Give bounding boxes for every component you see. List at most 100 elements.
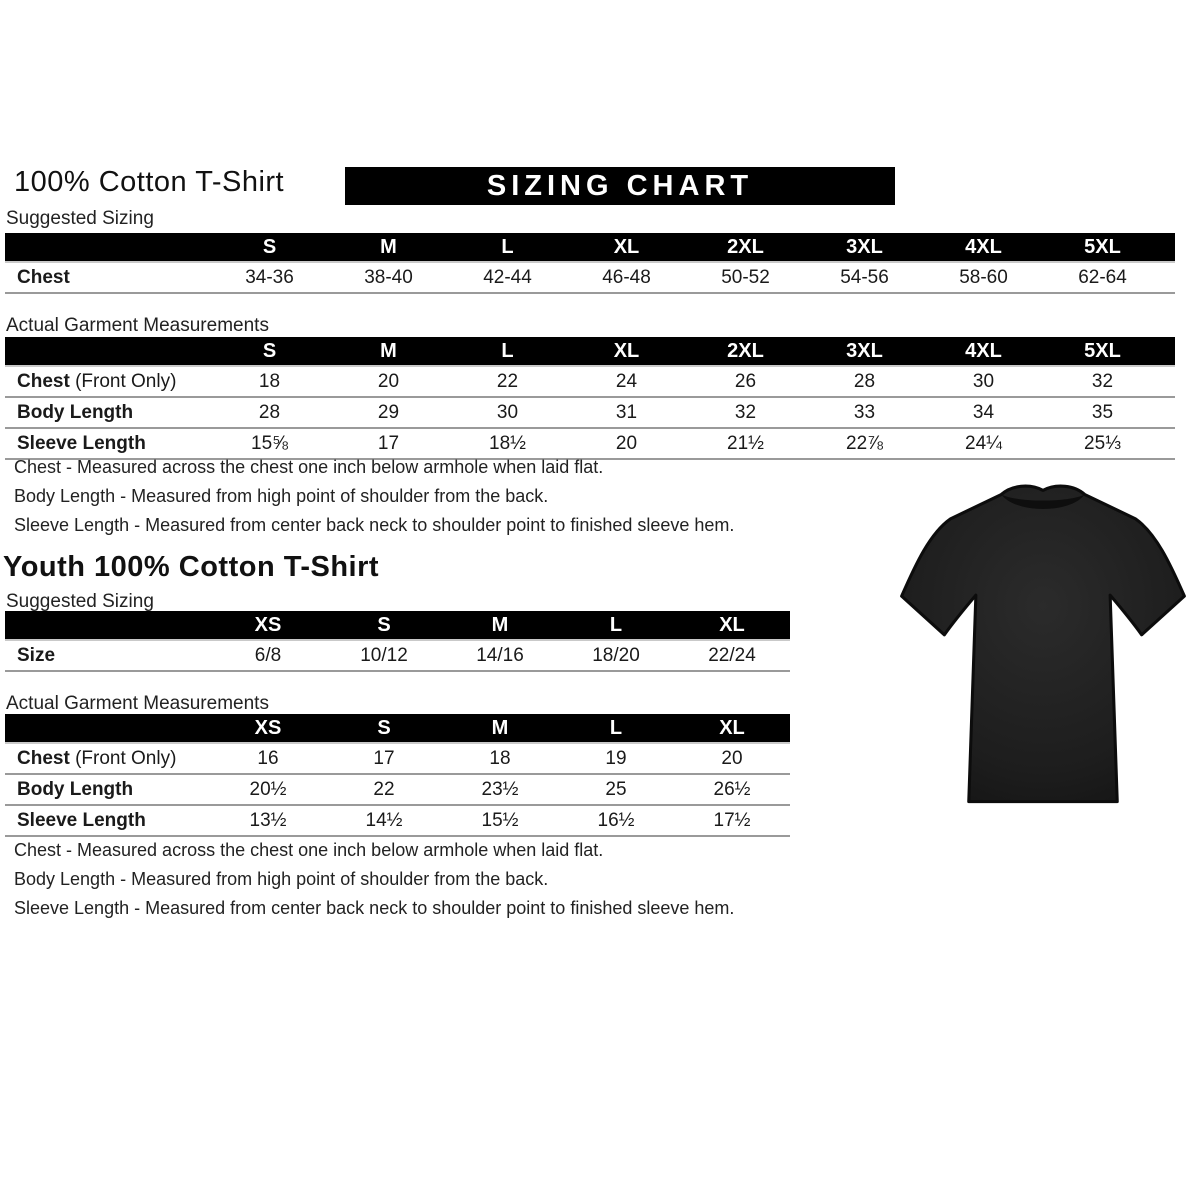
row-label: Sleeve Length (5, 428, 210, 460)
measurement-cell: 54-56 (805, 262, 924, 294)
size-column-header: 2XL (686, 233, 805, 263)
measurement-cell: 25⅓ (1043, 428, 1162, 460)
tshirt-graphic (900, 484, 1186, 804)
measurement-cell: 42-44 (448, 262, 567, 294)
table-row: Chest (Front Only) 16 17 18 19 20 (5, 743, 790, 775)
row-label: Size (5, 640, 210, 672)
measurement-cell: 26 (686, 366, 805, 398)
measurement-cell: 15⅝ (210, 428, 329, 460)
size-column-header: 5XL (1043, 233, 1162, 263)
size-column-header: M (329, 337, 448, 367)
measurement-cell: 28 (805, 366, 924, 398)
measurement-cell: 6/8 (210, 640, 326, 672)
size-column-header: S (210, 233, 329, 263)
size-column-header: L (448, 337, 567, 367)
size-column-header: M (442, 714, 558, 744)
measurement-cell: 15½ (442, 805, 558, 837)
adult-actual-measurements-label: Actual Garment Measurements (6, 315, 269, 336)
table-row: Chest 34-36 38-40 42-44 46-48 50-52 54-56 58-60… (5, 262, 1175, 294)
row-label: Chest (Front Only) (5, 366, 210, 398)
sizing-chart-banner-label: SIZING CHART (486, 169, 754, 202)
measurement-cell: 34-36 (210, 262, 329, 294)
table-corner-cell (5, 611, 210, 641)
measurement-cell: 30 (924, 366, 1043, 398)
size-column-header: L (558, 714, 674, 744)
measurement-cell: 62-64 (1043, 262, 1162, 294)
row-label: Chest (Front Only) (5, 743, 210, 775)
youth-suggested-sizing-label: Suggested Sizing (6, 591, 154, 612)
adult-actual-measurements-table: S M L XL 2XL 3XL 4XL 5XL Chest (Front Only) 18 20 2… (5, 337, 1175, 460)
measurement-cell: 31 (567, 397, 686, 429)
row-filler-cell (1162, 428, 1175, 460)
measurement-cell: 50-52 (686, 262, 805, 294)
note-body-length: Body Length - Measured from high point o… (14, 486, 549, 506)
note-sleeve-length: Sleeve Length - Measured from center bac… (14, 898, 735, 918)
size-column-header: 5XL (1043, 337, 1162, 367)
measurement-cell: 18 (210, 366, 329, 398)
measurement-cell: 20½ (210, 774, 326, 806)
measurement-cell: 19 (558, 743, 674, 775)
row-filler-cell (1162, 397, 1175, 429)
measurement-cell: 17½ (674, 805, 790, 837)
adult-section-title: 100% Cotton T-Shirt (14, 166, 285, 198)
table-row: Body Length 20½ 22 23½ 25 26½ (5, 774, 790, 806)
size-column-header: S (326, 611, 442, 641)
tshirt-collar (1001, 494, 1085, 509)
youth-measurement-notes: Chest - Measured across the chest one in… (14, 841, 734, 928)
row-label: Body Length (5, 397, 210, 429)
measurement-cell: 58-60 (924, 262, 1043, 294)
size-column-header: XL (674, 714, 790, 744)
size-column-header: 4XL (924, 233, 1043, 263)
measurement-cell: 24 (567, 366, 686, 398)
note-chest: Chest - Measured across the chest one in… (14, 457, 604, 477)
row-label: Sleeve Length (5, 805, 210, 837)
size-column-header: XS (210, 714, 326, 744)
youth-actual-measurements-table: XS S M L XL Chest (Front Only) 16 17 18 19 20 Body … (5, 714, 790, 837)
table-corner-cell (5, 337, 210, 367)
measurement-cell: 32 (686, 397, 805, 429)
adult-suggested-sizing-label: Suggested Sizing (6, 208, 154, 229)
measurement-cell: 26½ (674, 774, 790, 806)
measurement-cell: 25 (558, 774, 674, 806)
measurement-cell: 18½ (448, 428, 567, 460)
table-row: Sleeve Length 13½ 14½ 15½ 16½ 17½ (5, 805, 790, 837)
row-filler-cell (1162, 366, 1175, 398)
tshirt-image (893, 468, 1193, 824)
note-chest: Chest - Measured across the chest one in… (14, 840, 604, 860)
size-column-header: 4XL (924, 337, 1043, 367)
measurement-cell: 21½ (686, 428, 805, 460)
size-column-header: 3XL (805, 337, 924, 367)
measurement-cell: 23½ (442, 774, 558, 806)
row-label: Body Length (5, 774, 210, 806)
measurement-cell: 32 (1043, 366, 1162, 398)
adult-measurement-notes: Chest - Measured across the chest one in… (14, 458, 734, 545)
size-column-header: L (448, 233, 567, 263)
table-corner-cell (5, 714, 210, 744)
youth-suggested-sizing-table: XS S M L XL Size 6/8 10/12 14/16 18/20 22/24 (5, 611, 790, 672)
measurement-cell: 13½ (210, 805, 326, 837)
measurement-cell: 18 (442, 743, 558, 775)
table-row: Chest (Front Only) 18 20 22 24 26 28 30 32 (5, 366, 1175, 398)
measurement-cell: 22 (448, 366, 567, 398)
size-column-header: 2XL (686, 337, 805, 367)
size-column-header: XL (674, 611, 790, 641)
measurement-cell: 18/20 (558, 640, 674, 672)
measurement-cell: 35 (1043, 397, 1162, 429)
measurement-cell: 30 (448, 397, 567, 429)
measurement-cell: 17 (329, 428, 448, 460)
size-column-header: XL (567, 337, 686, 367)
measurement-cell: 22⅞ (805, 428, 924, 460)
row-label: Chest (5, 262, 210, 294)
measurement-cell: 22/24 (674, 640, 790, 672)
measurement-cell: 33 (805, 397, 924, 429)
measurement-cell: 14½ (326, 805, 442, 837)
measurement-cell: 16½ (558, 805, 674, 837)
measurement-cell: 29 (329, 397, 448, 429)
measurement-cell: 46-48 (567, 262, 686, 294)
measurement-cell: 20 (567, 428, 686, 460)
measurement-cell: 16 (210, 743, 326, 775)
size-column-header: S (326, 714, 442, 744)
measurement-cell: 17 (326, 743, 442, 775)
measurement-cell: 14/16 (442, 640, 558, 672)
header-filler-cell (1162, 337, 1175, 367)
